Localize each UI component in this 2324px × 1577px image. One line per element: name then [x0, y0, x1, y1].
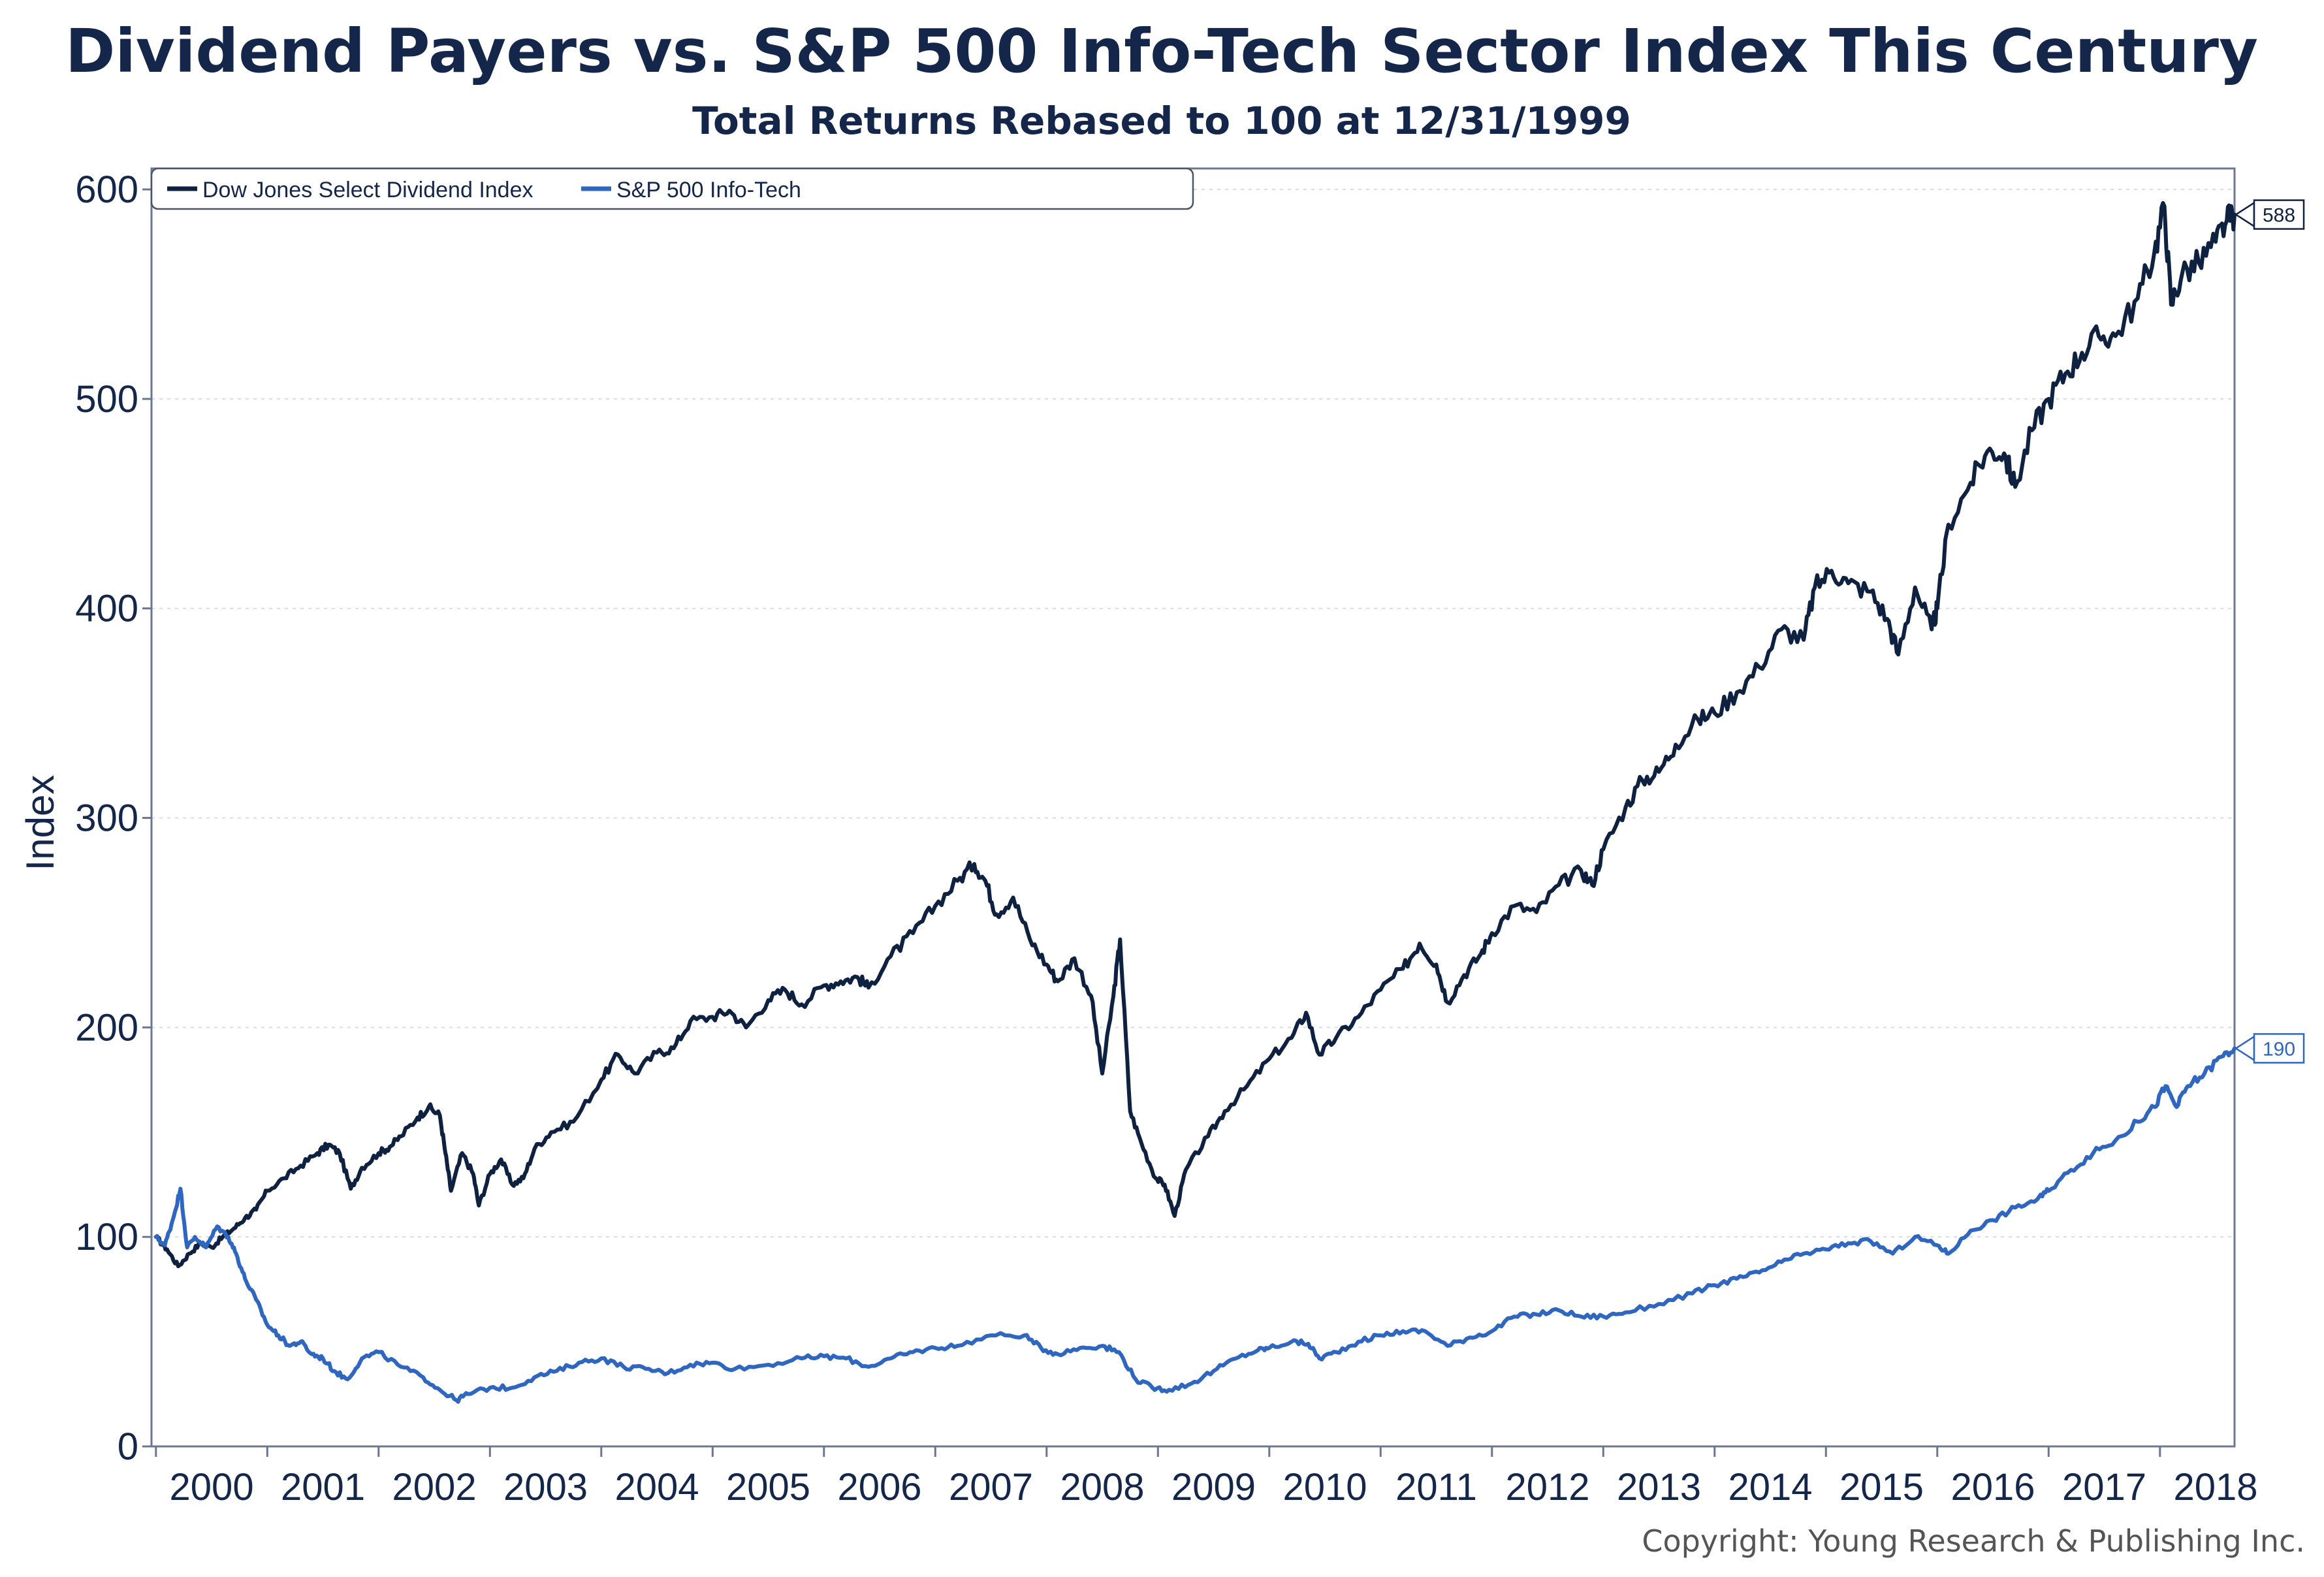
y-axis-label: Index [18, 775, 62, 871]
series-line-0 [153, 200, 2236, 1269]
x-tick-label: 2018 [2173, 1466, 2257, 1508]
x-tick-label: 2004 [615, 1466, 699, 1508]
series-layer [153, 200, 2236, 1404]
x-tick-label: 2001 [281, 1466, 365, 1508]
y-tick-label: 500 [75, 378, 138, 421]
x-tick-label: 2011 [1395, 1466, 1477, 1508]
y-tick-label: 200 [75, 1006, 138, 1049]
series-line-1 [153, 1046, 2236, 1404]
copyright-text: Copyright: Young Research & Publishing I… [1642, 1523, 2305, 1559]
end-label-box [2253, 1033, 2305, 1064]
legend-box [150, 167, 1194, 210]
end-label-0: 588 [2234, 199, 2305, 230]
end-label-pointer [2234, 201, 2255, 228]
x-tick-label: 2005 [726, 1466, 810, 1508]
x-tick-label: 2000 [170, 1466, 254, 1508]
y-axis-ticks: 0 100 200 300 400 500 600 [75, 168, 151, 1468]
x-tick-label: 2013 [1617, 1466, 1701, 1508]
chart-subtitle: Total Returns Rebased to 100 at 12/31/19… [692, 99, 1631, 143]
x-tick-label: 2015 [1839, 1466, 1924, 1508]
end-label-pointer [2234, 1035, 2255, 1062]
x-tick-label: 2008 [1060, 1466, 1145, 1508]
y-tick-label: 0 [118, 1426, 138, 1468]
end-labels: 588 190 [2234, 199, 2305, 1064]
y-tick-label: 100 [75, 1216, 138, 1258]
x-tick-label: 2017 [2062, 1466, 2146, 1508]
legend-label-infotech: S&P 500 Info-Tech [616, 178, 801, 202]
y-tick-label: 300 [75, 797, 138, 840]
chart-title: Dividend Payers vs. S&P 500 Info-Tech Se… [65, 16, 2258, 86]
x-tick-label: 2003 [503, 1466, 588, 1508]
end-label-text: 190 [2263, 1038, 2295, 1060]
end-label-box [2253, 199, 2305, 230]
plot-frame [150, 167, 2236, 1448]
x-tick-label: 2007 [949, 1466, 1033, 1508]
x-tick-label: 2014 [1728, 1466, 1813, 1508]
x-tick-label: 2006 [838, 1466, 922, 1508]
legend-label-dividend: Dow Jones Select Dividend Index [202, 178, 533, 202]
y-tick-label: 600 [75, 168, 138, 211]
x-tick-label: 2012 [1506, 1466, 1590, 1508]
y-tick-label: 400 [75, 588, 138, 630]
x-tick-label: 2009 [1171, 1466, 1256, 1508]
end-label-1: 190 [2234, 1033, 2305, 1064]
legend: Dow Jones Select Dividend Index S&P 500 … [150, 167, 1194, 210]
grid-lines [151, 189, 2235, 1238]
x-axis-ticks: 2000 2001 2002 2003 2004 2005 2006 2007 2008 2009… [155, 1446, 2258, 1508]
end-label-text: 588 [2263, 205, 2295, 227]
x-tick-label: 2016 [1951, 1466, 2035, 1508]
x-tick-label: 2002 [392, 1466, 477, 1508]
x-tick-label: 2010 [1283, 1466, 1367, 1508]
